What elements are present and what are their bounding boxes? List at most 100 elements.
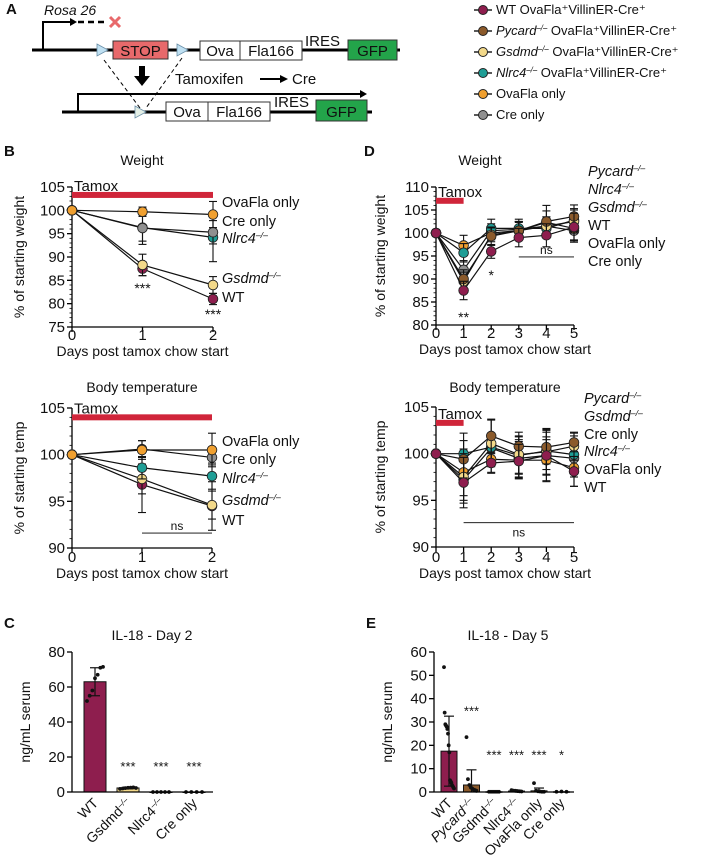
series-label: Nlrc4–/– OvaFla⁺VillinER-Cre⁺ — [496, 65, 667, 80]
genotype-superscript: –/– — [255, 470, 268, 480]
x-tick-label: 1 — [459, 549, 467, 566]
genotype-superscript: –/– — [525, 65, 538, 74]
y-tick-label: 105 — [40, 400, 65, 417]
x-tick-label: 2 — [487, 549, 495, 566]
x-axis-label: Days post tamox chow start — [419, 565, 591, 581]
legend-item: OvaFla only — [474, 86, 566, 101]
tamox-label: Tamox — [74, 178, 119, 195]
gfp-box-bottom — [315, 99, 368, 122]
y-tick-label: 105 — [404, 202, 429, 219]
y-tick-label: 80 — [412, 317, 429, 334]
cre-label: Cre — [292, 71, 316, 88]
series-label: Pycard–/– — [588, 163, 645, 180]
panel-letter-a: A — [6, 1, 17, 18]
data-point — [136, 462, 148, 473]
bar-group: WT — [428, 665, 458, 822]
x-category-label: WT — [74, 794, 101, 821]
loxp-site-2 — [176, 43, 189, 57]
label-text: Nlrc4 — [222, 231, 256, 247]
y-tick-label: 20 — [410, 737, 427, 754]
genotype-superscript: –/– — [617, 443, 630, 453]
x-tick-label: 4 — [542, 325, 550, 342]
x-tick-label: 2 — [487, 325, 495, 342]
y-tick-label: 100 — [404, 225, 429, 242]
label-suffix: OvaFla⁺VillinER-Cre⁺ — [547, 23, 677, 38]
label-text: Gsdmd — [584, 409, 632, 425]
bar — [83, 681, 107, 793]
y-tick-label: 100 — [40, 447, 65, 464]
label-suffix: OvaFla⁺VillinER-Cre⁺ — [537, 65, 667, 80]
label-text: Pycard — [588, 164, 634, 180]
x-tick-label: 0 — [432, 325, 440, 342]
x-tick-label: 3 — [515, 325, 523, 342]
y-axis-label: % of starting weight — [372, 195, 388, 317]
label-text: OvaFla only — [584, 462, 662, 478]
series-label: OvaFla only — [588, 236, 666, 252]
data-point — [207, 227, 219, 238]
chart-b-line: Body temperature 90 95 100 105 % of starting … — [11, 379, 300, 581]
tamox-bar — [436, 419, 464, 426]
legend-item: Gsdmd–/– OvaFla⁺VillinER-Cre⁺ — [474, 44, 679, 59]
data-point — [458, 477, 469, 488]
panel-letter-e: E — [366, 615, 376, 632]
series-gsdmd — [430, 209, 580, 292]
y-tick-label: 95 — [48, 226, 65, 243]
significance-stars: *** — [205, 306, 222, 322]
promoter-arrow-bottom — [77, 93, 360, 112]
series-label: WT — [584, 480, 607, 496]
y-tick-label: 90 — [48, 540, 65, 557]
y-tick-label: 90 — [48, 249, 65, 266]
series-label: WT — [222, 290, 245, 306]
label-text: Cre only — [222, 214, 277, 230]
series-label: Gsdmd–/– OvaFla⁺VillinER-Cre⁺ — [496, 44, 679, 59]
label-text: Cre only — [584, 427, 639, 443]
x-tick-label: 1 — [138, 327, 146, 344]
chart-title: Weight — [458, 152, 501, 168]
series-line — [435, 226, 575, 292]
chart-title: Body temperature — [449, 379, 560, 395]
genotype-superscript: –/– — [535, 23, 548, 32]
label-text: Nlrc4 — [584, 444, 618, 460]
genotype-superscript: –/– — [634, 199, 647, 209]
y-axis-label: % of starting weight — [11, 196, 27, 318]
individual-point — [93, 676, 97, 681]
y-tick-label: 40 — [410, 691, 427, 708]
y-tick-label: 75 — [48, 319, 65, 336]
legend-item: Pycard–/– OvaFla⁺VillinER-Cre⁺ — [474, 23, 677, 38]
y-tick-label: 85 — [412, 294, 429, 311]
series-nlrc4 — [430, 208, 580, 263]
data-point — [136, 444, 148, 456]
individual-point — [87, 693, 92, 698]
individual-point — [442, 710, 447, 715]
data-point — [206, 444, 218, 456]
x-tick-label: 2 — [209, 327, 217, 344]
series-label: Cre only — [222, 452, 277, 468]
significance-stars: * — [488, 267, 494, 283]
y-tick-label: 60 — [410, 644, 427, 661]
label-text: Cre only — [222, 452, 277, 468]
data-point — [541, 230, 552, 241]
tamox-bar — [72, 191, 213, 198]
y-tick-label: 90 — [412, 271, 429, 288]
cross-icon — [108, 15, 122, 29]
individual-point — [134, 786, 138, 790]
significance-stars: *** — [120, 759, 135, 774]
locus-label: Rosa 26 — [44, 2, 96, 18]
data-point — [206, 470, 218, 482]
label-text: Cre only — [496, 107, 545, 122]
tamox-bar — [436, 197, 464, 204]
data-point — [513, 232, 525, 243]
series-label: Nlrc4–/– — [584, 443, 630, 460]
series-label: Cre only — [584, 427, 639, 443]
data-point — [568, 221, 580, 233]
y-axis-label: % of starting temp — [11, 421, 27, 534]
ires-label-bottom: IRES — [274, 94, 309, 111]
significance-stars: * — [559, 748, 564, 763]
chart-b-line: Weight 75 80 85 90 95 100 105 % of starting weig… — [11, 152, 300, 359]
y-axis-label: % of starting temp — [372, 420, 388, 533]
series-label: Nlrc4–/– — [222, 230, 268, 247]
individual-point — [447, 750, 452, 755]
individual-point — [532, 781, 536, 786]
